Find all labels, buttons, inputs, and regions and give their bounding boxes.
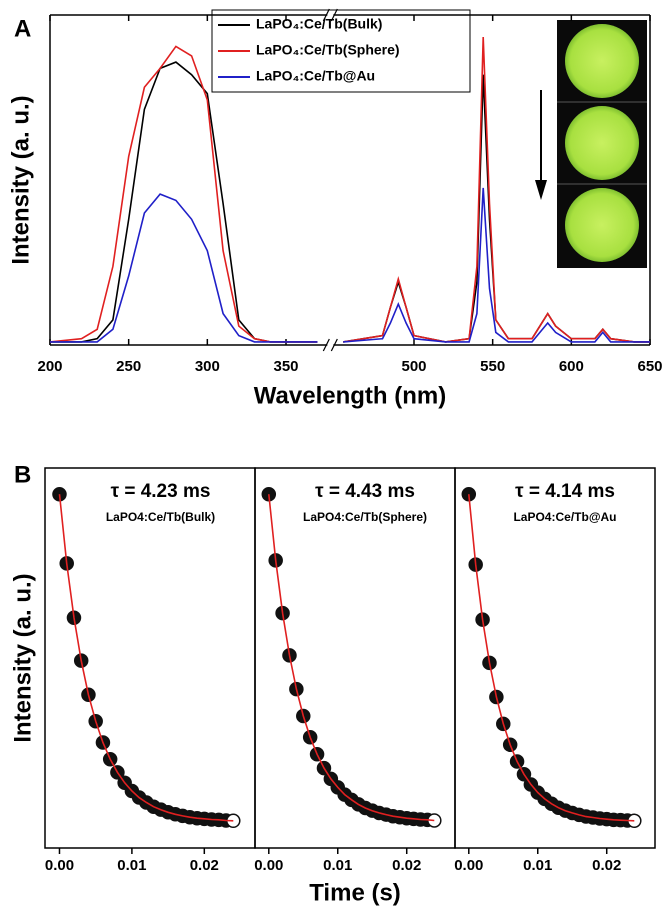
sample-label: LaPO4:Ce/Tb(Bulk) xyxy=(106,510,215,524)
x-tick-label: 0.02 xyxy=(392,857,421,874)
x-tick-label: 0.02 xyxy=(190,857,219,874)
spectrum-line xyxy=(50,193,318,343)
legend-label: LaPO₄:Ce/Tb(Sphere) xyxy=(256,42,400,58)
x-tick-label: 200 xyxy=(37,358,62,375)
x-tick-label: 0.01 xyxy=(117,857,146,874)
lifetime-label: τ = 4.23 ms xyxy=(111,481,211,502)
x-axis-label: Time (s) xyxy=(309,879,401,906)
spectrum-line xyxy=(49,45,318,343)
x-tick-label: 250 xyxy=(116,358,141,375)
photo-insets xyxy=(535,20,647,268)
phosphor-photo xyxy=(565,188,639,262)
x-tick-label: 0.01 xyxy=(323,857,352,874)
spectrum-line xyxy=(50,61,318,343)
x-tick-label: 0.01 xyxy=(523,857,552,874)
lifetime-label: τ = 4.14 ms xyxy=(515,481,615,502)
x-tick-label: 0.00 xyxy=(254,857,283,874)
axis-break xyxy=(322,8,330,22)
x-tick-label: 550 xyxy=(480,358,505,375)
fit-line xyxy=(268,494,435,822)
legend-box xyxy=(211,9,471,93)
panel-label: A xyxy=(14,15,31,42)
plot-frame xyxy=(454,467,656,849)
legend-label: LaPO₄:Ce/Tb(Bulk) xyxy=(256,16,382,32)
phosphor-photo xyxy=(565,24,639,98)
phosphor-photo xyxy=(565,106,639,180)
arrow-head xyxy=(535,180,547,200)
y-axis-label: Intensity (a. u.) xyxy=(7,95,34,264)
x-tick-label: 0.00 xyxy=(454,857,483,874)
sample-label: LaPO4:Ce/Tb(Sphere) xyxy=(303,510,427,524)
x-tick-label: 0.00 xyxy=(45,857,74,874)
axis-break xyxy=(330,8,338,22)
x-axis-label: Wavelength (nm) xyxy=(254,382,446,409)
panel-label: B xyxy=(14,461,31,488)
spectrum-line xyxy=(343,36,650,343)
x-tick-label: 350 xyxy=(273,358,298,375)
lifetime-label: τ = 4.43 ms xyxy=(315,481,415,502)
x-tick-label: 0.02 xyxy=(592,857,621,874)
sample-label: LaPO4:Ce/Tb@Au xyxy=(513,510,616,524)
x-tick-label: 600 xyxy=(559,358,584,375)
legend-label: LaPO₄:Ce/Tb@Au xyxy=(256,68,375,84)
fit-line xyxy=(58,494,234,822)
axis-break xyxy=(322,338,330,352)
fit-line xyxy=(468,494,635,822)
spectrum-line xyxy=(343,187,650,343)
x-tick-label: 500 xyxy=(401,358,426,375)
y-axis-label: Intensity (a. u.) xyxy=(9,573,36,742)
x-tick-label: 300 xyxy=(195,358,220,375)
axis-break xyxy=(330,338,338,352)
x-tick-label: 650 xyxy=(637,358,662,375)
